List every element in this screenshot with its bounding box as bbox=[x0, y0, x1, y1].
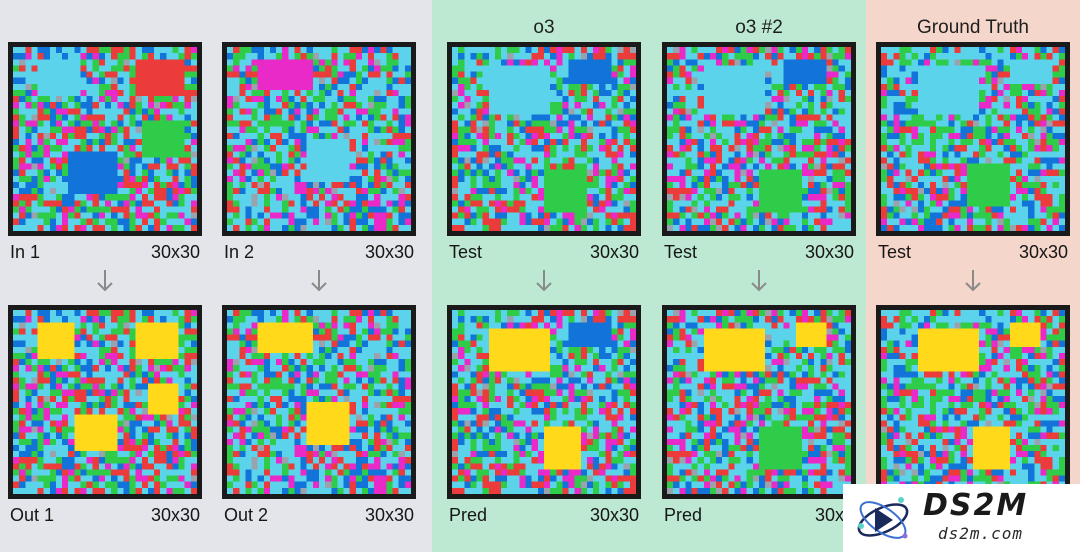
gt-test-grid bbox=[876, 42, 1070, 236]
watermark: DS2M ds2m.com bbox=[843, 484, 1080, 552]
o3-pred-grid bbox=[447, 305, 641, 499]
in-2-size: 30x30 bbox=[364, 242, 414, 262]
o3-2-title: o3 #2 bbox=[735, 17, 783, 38]
o3-pred-label: Pred bbox=[449, 505, 488, 525]
out-1-cells bbox=[13, 310, 197, 494]
o3-test-grid bbox=[447, 42, 641, 236]
arrow-down-icon bbox=[534, 268, 554, 294]
o3-2-pred-label: Pred bbox=[664, 505, 703, 525]
gt-test-label: Test bbox=[878, 242, 912, 262]
o3-test-cells bbox=[452, 47, 636, 231]
out-1-label: Out 1 bbox=[10, 505, 55, 525]
arrow-down-icon bbox=[749, 268, 769, 294]
o3-2-test-grid bbox=[662, 42, 856, 236]
o3-2-pred-grid bbox=[662, 305, 856, 499]
in-1-grid bbox=[8, 42, 202, 236]
out-2-label: Out 2 bbox=[224, 505, 269, 525]
out-2-grid bbox=[222, 305, 416, 499]
out-1-size: 30x30 bbox=[150, 505, 200, 525]
o3-pred-cells bbox=[452, 310, 636, 494]
gt-output-grid bbox=[876, 305, 1070, 499]
o3-test-label: Test bbox=[449, 242, 483, 262]
out-1-grid bbox=[8, 305, 202, 499]
o3-title: o3 bbox=[533, 17, 555, 38]
gt-test-cells bbox=[881, 47, 1065, 231]
o3-test-size: 30x30 bbox=[589, 242, 639, 262]
gt-output-cells bbox=[881, 310, 1065, 494]
arrow-down-icon bbox=[309, 268, 329, 294]
ds2m-logo-icon bbox=[857, 497, 909, 539]
in-1-cells bbox=[13, 47, 197, 231]
o3-2-pred-size: 30x3 bbox=[814, 505, 854, 525]
o3-2-test-cells bbox=[667, 47, 851, 231]
watermark-logo-text: DS2M bbox=[923, 488, 1029, 523]
in-2-grid bbox=[222, 42, 416, 236]
o3-2-test-label: Test bbox=[664, 242, 698, 262]
arrow-down-icon bbox=[95, 268, 115, 294]
watermark-url: ds2m.com bbox=[938, 524, 1024, 543]
in-1-size: 30x30 bbox=[150, 242, 200, 262]
in-2-label: In 2 bbox=[224, 242, 255, 262]
arrow-down-icon bbox=[963, 268, 983, 294]
o3-2-pred-cells bbox=[667, 310, 851, 494]
out-2-cells bbox=[227, 310, 411, 494]
out-2-size: 30x30 bbox=[364, 505, 414, 525]
in-1-label: In 1 bbox=[10, 242, 41, 262]
in-2-cells bbox=[227, 47, 411, 231]
gt-test-size: 30x30 bbox=[1018, 242, 1068, 262]
o3-2-test-size: 30x30 bbox=[804, 242, 854, 262]
o3-pred-size: 30x30 bbox=[589, 505, 639, 525]
ground-truth-title: Ground Truth bbox=[917, 17, 1029, 38]
